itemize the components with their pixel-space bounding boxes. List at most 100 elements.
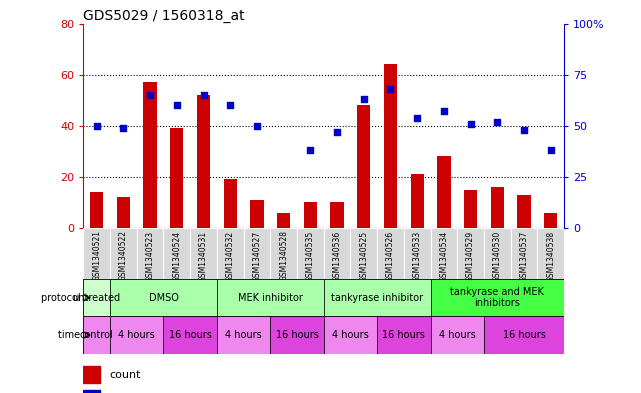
Bar: [304, 202, 317, 228]
Bar: [544, 213, 558, 228]
Bar: [517, 195, 531, 228]
Text: tankyrase and MEK
inhibitors: tankyrase and MEK inhibitors: [451, 287, 544, 309]
Bar: [217, 228, 244, 279]
Text: tankyrase inhibitor: tankyrase inhibitor: [331, 293, 423, 303]
Bar: [484, 316, 564, 354]
Bar: [170, 128, 183, 228]
Bar: [377, 228, 404, 279]
Point: [385, 86, 395, 92]
Bar: [137, 228, 163, 279]
Bar: [431, 316, 484, 354]
Bar: [217, 316, 271, 354]
Bar: [144, 83, 157, 228]
Bar: [163, 316, 217, 354]
Bar: [110, 228, 137, 279]
Bar: [83, 279, 110, 316]
Text: GSM1340534: GSM1340534: [439, 230, 449, 282]
Bar: [83, 390, 100, 393]
Bar: [357, 105, 370, 228]
Bar: [163, 228, 190, 279]
Bar: [377, 316, 431, 354]
Point: [199, 92, 209, 98]
Bar: [330, 202, 344, 228]
Bar: [437, 156, 451, 228]
Bar: [457, 228, 484, 279]
Text: GSM1340521: GSM1340521: [92, 230, 101, 281]
Bar: [324, 228, 351, 279]
Bar: [277, 213, 290, 228]
Text: GSM1340535: GSM1340535: [306, 230, 315, 282]
Bar: [83, 366, 100, 383]
Text: 4 hours: 4 hours: [439, 330, 476, 340]
Text: 16 hours: 16 hours: [276, 330, 319, 340]
Bar: [83, 316, 110, 354]
Point: [145, 92, 155, 98]
Text: GSM1340527: GSM1340527: [253, 230, 262, 282]
Text: GSM1340528: GSM1340528: [279, 230, 288, 281]
Text: GSM1340533: GSM1340533: [413, 230, 422, 282]
Point: [332, 129, 342, 135]
Text: GSM1340524: GSM1340524: [172, 230, 181, 282]
Bar: [244, 228, 271, 279]
Bar: [90, 192, 103, 228]
Point: [412, 114, 422, 121]
Point: [359, 96, 369, 102]
Bar: [224, 179, 237, 228]
Point: [225, 102, 235, 108]
Bar: [110, 316, 163, 354]
Text: GSM1340538: GSM1340538: [546, 230, 555, 282]
Text: GSM1340536: GSM1340536: [333, 230, 342, 282]
Text: time: time: [58, 330, 83, 340]
Text: 4 hours: 4 hours: [332, 330, 369, 340]
Bar: [384, 64, 397, 228]
Bar: [83, 228, 110, 279]
Text: GSM1340537: GSM1340537: [519, 230, 529, 282]
Text: GSM1340531: GSM1340531: [199, 230, 208, 282]
Bar: [537, 228, 564, 279]
Point: [252, 123, 262, 129]
Bar: [511, 228, 537, 279]
Point: [305, 147, 315, 153]
Point: [439, 108, 449, 115]
Bar: [297, 228, 324, 279]
Bar: [250, 200, 263, 228]
Bar: [197, 95, 210, 228]
Text: untreated: untreated: [72, 293, 121, 303]
Bar: [324, 279, 431, 316]
Bar: [110, 279, 217, 316]
Text: 4 hours: 4 hours: [225, 330, 262, 340]
Text: control: control: [80, 330, 113, 340]
Text: GSM1340522: GSM1340522: [119, 230, 128, 281]
Bar: [431, 279, 564, 316]
Text: MEK inhibitor: MEK inhibitor: [238, 293, 303, 303]
Text: GDS5029 / 1560318_at: GDS5029 / 1560318_at: [83, 9, 245, 22]
Bar: [271, 228, 297, 279]
Bar: [271, 316, 324, 354]
Bar: [484, 228, 511, 279]
Point: [465, 121, 476, 127]
Bar: [190, 228, 217, 279]
Point: [545, 147, 556, 153]
Bar: [324, 316, 377, 354]
Text: 16 hours: 16 hours: [503, 330, 545, 340]
Text: 16 hours: 16 hours: [383, 330, 425, 340]
Text: 4 hours: 4 hours: [119, 330, 155, 340]
Text: GSM1340532: GSM1340532: [226, 230, 235, 282]
Text: GSM1340525: GSM1340525: [359, 230, 369, 282]
Bar: [464, 189, 478, 228]
Point: [92, 123, 102, 129]
Point: [492, 119, 503, 125]
Text: protocol: protocol: [40, 293, 83, 303]
Bar: [117, 197, 130, 228]
Text: GSM1340526: GSM1340526: [386, 230, 395, 282]
Bar: [351, 228, 377, 279]
Bar: [404, 228, 431, 279]
Bar: [410, 174, 424, 228]
Bar: [490, 187, 504, 228]
Text: DMSO: DMSO: [149, 293, 178, 303]
Point: [119, 125, 129, 131]
Text: GSM1340529: GSM1340529: [466, 230, 475, 282]
Point: [172, 102, 182, 108]
Point: [519, 127, 529, 133]
Text: count: count: [110, 369, 141, 380]
